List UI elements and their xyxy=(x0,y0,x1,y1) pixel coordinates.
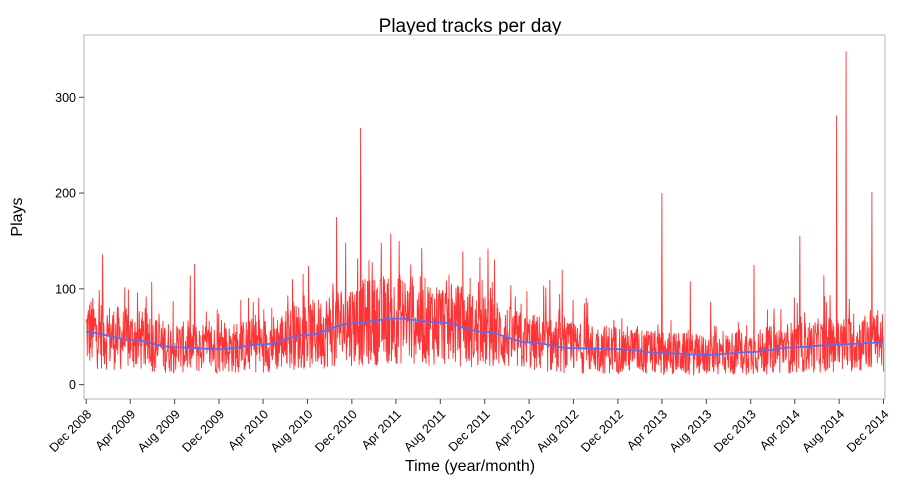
y-tick-label: 100 xyxy=(55,282,76,296)
x-tick-label: Aug 2012 xyxy=(534,407,582,455)
x-tick-label: Aug 2009 xyxy=(135,407,183,455)
daily-plays-line xyxy=(85,51,884,376)
x-tick-label: Dec 2011 xyxy=(446,407,493,454)
x-tick-label: Aug 2011 xyxy=(401,407,448,454)
y-tick-label: 0 xyxy=(69,378,76,392)
x-tick-label: Aug 2013 xyxy=(667,407,715,455)
y-axis: 0 100 200 300 xyxy=(55,91,84,392)
x-tick-label: Apr 2009 xyxy=(93,407,139,453)
y-axis-title: Plays xyxy=(9,197,26,236)
x-tick-label: Apr 2014 xyxy=(757,407,803,453)
x-tick-label: Apr 2013 xyxy=(624,407,670,453)
x-tick-label: Dec 2012 xyxy=(578,407,626,455)
x-tick-label: Dec 2008 xyxy=(47,407,95,455)
x-tick-label: Dec 2010 xyxy=(312,407,360,455)
y-tick-label: 300 xyxy=(55,91,76,105)
y-tick-label: 200 xyxy=(55,187,76,201)
chart-title: Played tracks per day xyxy=(379,16,562,37)
x-tick-label: Apr 2010 xyxy=(225,407,271,453)
x-tick-label: Dec 2013 xyxy=(711,407,759,455)
x-tick-label: Dec 2014 xyxy=(844,407,892,455)
x-tick-label: Apr 2012 xyxy=(491,407,537,453)
x-tick-label: Dec 2009 xyxy=(179,407,227,455)
x-tick-label: Aug 2010 xyxy=(268,407,316,455)
smoothed-trend-line xyxy=(86,317,884,356)
x-tick-label: Aug 2014 xyxy=(800,407,848,455)
x-axis-title: Time (year/month) xyxy=(405,458,535,475)
x-tick-label: Apr 2011 xyxy=(359,407,404,452)
